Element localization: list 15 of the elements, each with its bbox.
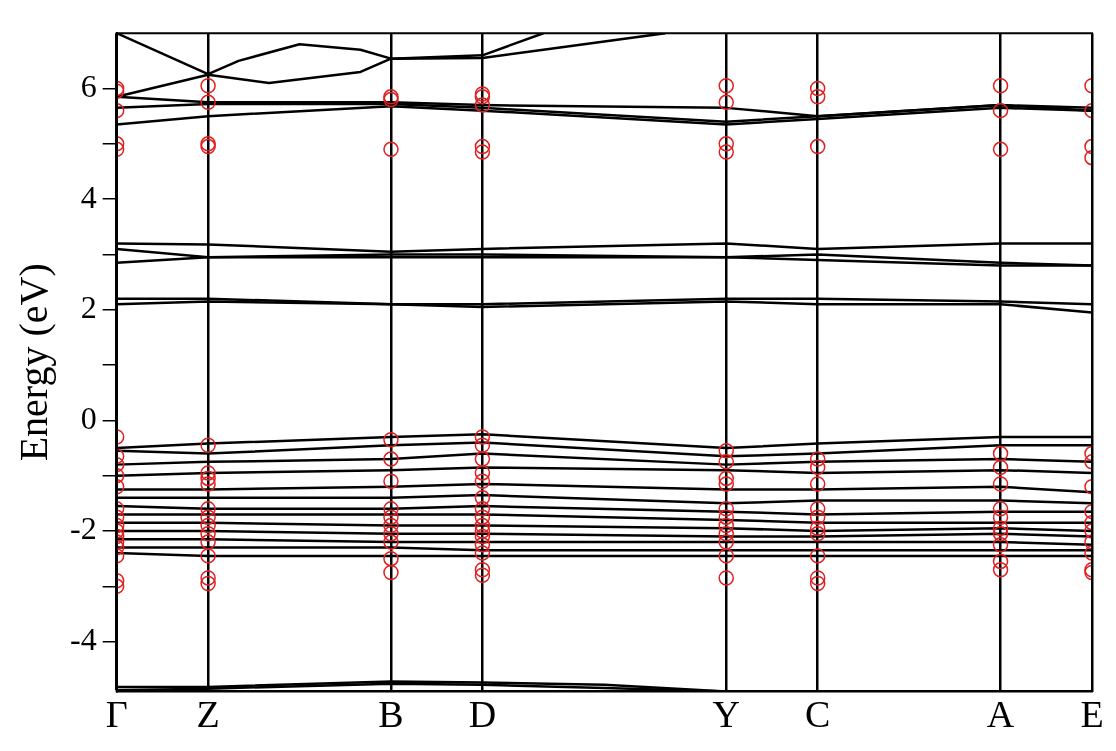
y-axis-title: Energy (eV) [10,263,56,462]
x-tick-label: C [805,693,831,736]
x-tick-label: E [1080,693,1104,736]
x-tick-label: Y [712,693,740,736]
x-tick-label: Z [196,693,220,736]
x-tick-label: A [986,693,1015,736]
y-tick-label: 0 [80,399,97,436]
x-tick-label: Γ [105,693,128,736]
x-tick-label: D [468,693,497,736]
y-tick-label: 6 [80,67,97,104]
y-tick-label: 4 [80,178,97,215]
y-tick-label: 2 [80,289,97,326]
y-tick-label: -4 [70,621,97,658]
x-tick-label: B [378,693,404,736]
y-tick-label: -2 [70,510,97,547]
